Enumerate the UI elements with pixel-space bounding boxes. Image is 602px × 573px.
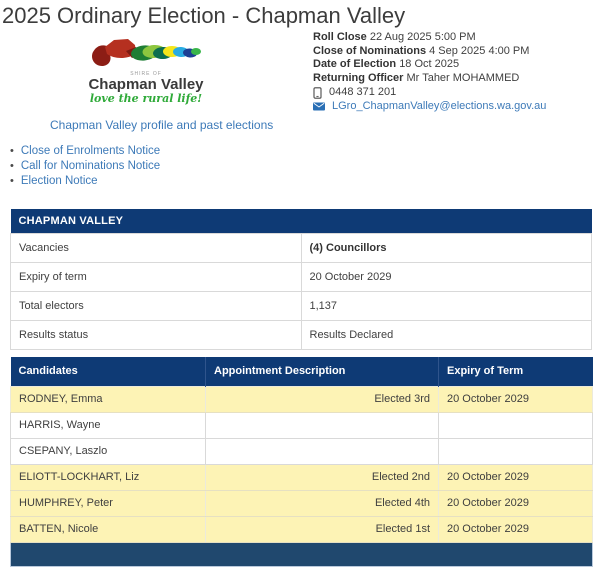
election-info: Roll Close 22 Aug 2025 5:00 PM Close of … (313, 31, 546, 113)
candidate-appointment (205, 411, 439, 439)
candidate-appointment: Elected 4th (205, 489, 439, 517)
candidate-expiry: 20 October 2029 (438, 463, 593, 491)
candidate-name: RODNEY, Emma (10, 385, 206, 413)
results-status-value: Results Declared (300, 319, 592, 350)
candidate-expiry (438, 411, 593, 439)
shire-logo-icon (92, 39, 201, 66)
phone-number: 0448 371 201 (329, 85, 397, 98)
table-row: Results status Results Declared (10, 319, 592, 350)
roll-close-value: 22 Aug 2025 5:00 PM (369, 31, 476, 43)
results-status-label: Results status (10, 319, 302, 350)
returning-officer-line: Returning Officer Mr Taher MOHAMMED (313, 72, 546, 86)
call-for-nominations-notice-link[interactable]: Call for Nominations Notice (20, 160, 161, 172)
notice-item: • Close of Enrolments Notice (10, 144, 160, 159)
candidate-name: ELIOTT-LOCKHART, Liz (10, 463, 206, 491)
notices-list: • Close of Enrolments Notice • Call for No… (10, 144, 160, 189)
vacancies-value: (4) Councillors (300, 232, 592, 263)
candidates-table: Candidates Appointment Description Expir… (10, 357, 593, 567)
candidate-name: CSEPANY, Laszlo (10, 437, 206, 465)
election-notice-link[interactable]: Election Notice (20, 175, 98, 187)
summary-table: CHAPMAN VALLEY Vacancies (4) Councillors… (10, 209, 592, 350)
shire-logo: SHIRE OF Chapman Valley love the rural l… (86, 37, 206, 105)
returning-officer-label: Returning Officer (313, 71, 404, 84)
close-nominations-label: Close of Nominations (313, 44, 427, 57)
notice-item: • Election Notice (10, 174, 160, 189)
logo-tagline: love the rural life! (89, 92, 203, 105)
candidate-expiry (438, 437, 593, 465)
table-row: BATTEN, Nicole Elected 1st 20 October 20… (10, 515, 593, 543)
total-electors-label: Total electors (10, 290, 302, 321)
bullet-icon: • (10, 160, 14, 172)
date-of-election-line: Date of Election 18 Oct 2025 (313, 58, 546, 72)
logo-shire-of-text: SHIRE OF (130, 71, 162, 77)
logo-shire-name: Chapman Valley (88, 76, 204, 93)
table-row: CSEPANY, Laszlo (10, 437, 593, 465)
returning-officer-value: Mr Taher MOHAMMED (406, 71, 520, 84)
email-link[interactable]: LGro_ChapmanValley@elections.wa.gov.au (332, 99, 547, 112)
close-nominations-line: Close of Nominations 4 Sep 2025 4:00 PM (313, 45, 546, 59)
roll-close-line: Roll Close 22 Aug 2025 5:00 PM (313, 31, 546, 45)
table-footer-bar (10, 541, 593, 567)
candidate-name: BATTEN, Nicole (10, 515, 206, 543)
page-title: 2025 Ordinary Election - Chapman Valley (2, 3, 406, 28)
email-line: LGro_ChapmanValley@elections.wa.gov.au (313, 100, 546, 113)
vacancies-label: Vacancies (10, 232, 302, 263)
candidate-expiry: 20 October 2029 (438, 385, 593, 413)
table-row: Total electors 1,137 (10, 290, 592, 321)
table-row: RODNEY, Emma Elected 3rd 20 October 2029 (10, 385, 593, 413)
email-icon (313, 102, 325, 111)
candidates-table-footer-row (10, 541, 593, 567)
table-row: HARRIS, Wayne (10, 411, 593, 439)
candidate-appointment: Elected 3rd (205, 385, 439, 413)
candidate-appointment: Elected 1st (205, 515, 439, 543)
table-row: Expiry of term 20 October 2029 (10, 261, 592, 292)
table-row: ELIOTT-LOCKHART, Liz Elected 2nd 20 Octo… (10, 463, 593, 491)
phone-line: 0448 371 201 (313, 86, 546, 99)
summary-table-header-row: CHAPMAN VALLEY (10, 209, 592, 233)
notice-item: • Call for Nominations Notice (10, 159, 160, 174)
date-of-election-value: 18 Oct 2025 (399, 58, 460, 70)
candidate-expiry: 20 October 2029 (438, 489, 593, 517)
date-of-election-label: Date of Election (313, 58, 397, 70)
summary-table-title: CHAPMAN VALLEY (10, 209, 592, 233)
candidates-column-header: Candidates (10, 357, 206, 386)
roll-close-label: Roll Close (313, 31, 367, 43)
bullet-icon: • (10, 145, 14, 157)
candidate-expiry: 20 October 2029 (438, 515, 593, 543)
close-nominations-value: 4 Sep 2025 4:00 PM (429, 44, 530, 57)
total-electors-value: 1,137 (300, 290, 592, 321)
bullet-icon: • (10, 175, 14, 187)
expiry-column-header: Expiry of Term (438, 357, 593, 386)
appointment-column-header: Appointment Description (205, 357, 439, 386)
expiry-of-term-value: 20 October 2029 (300, 261, 592, 292)
candidates-table-header-row: Candidates Appointment Description Expir… (10, 357, 593, 386)
candidate-appointment (205, 437, 439, 465)
candidate-name: HARRIS, Wayne (10, 411, 206, 439)
candidate-appointment: Elected 2nd (205, 463, 439, 491)
profile-past-elections-link[interactable]: Chapman Valley profile and past election… (50, 118, 274, 132)
phone-icon (313, 86, 322, 99)
candidate-name: HUMPHREY, Peter (10, 489, 206, 517)
table-row: Vacancies (4) Councillors (10, 232, 592, 263)
close-of-enrolments-notice-link[interactable]: Close of Enrolments Notice (20, 145, 161, 157)
expiry-of-term-label: Expiry of term (10, 261, 302, 292)
table-row: HUMPHREY, Peter Elected 4th 20 October 2… (10, 489, 593, 517)
